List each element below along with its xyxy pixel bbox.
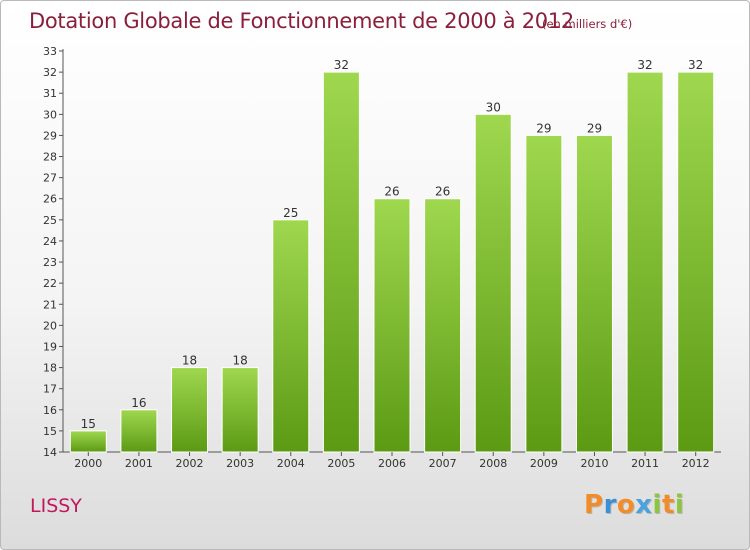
bar-value-label: 18 [182,354,197,368]
logo-letter: t [661,490,675,520]
bar [677,71,715,453]
y-tick-label: 27 [43,172,57,185]
y-tick-label: 23 [43,256,57,269]
y-tick-label: 25 [43,214,57,227]
y-tick-label: 32 [43,66,57,79]
chart-title: Dotation Globale de Fonctionnement de 20… [29,9,574,33]
bar-value-label: 32 [334,58,349,72]
bar [525,134,563,453]
bar [69,430,107,453]
bar-value-label: 26 [384,185,399,199]
bar-value-label: 32 [637,58,652,72]
y-tick-label: 29 [43,129,57,142]
commune-name: LISSY [30,495,82,517]
y-tick-label: 33 [43,45,57,58]
x-tick-label: 2008 [479,457,507,470]
y-tick-label: 31 [43,87,57,100]
bar-value-label: 30 [486,100,501,114]
bar [424,198,462,453]
logo-letter: r [603,490,617,520]
bar-value-label: 25 [283,206,298,220]
y-tick-label: 19 [43,340,57,353]
bar [322,71,360,453]
y-tick-label: 17 [43,383,57,396]
x-tick-label: 2005 [327,457,355,470]
bar [171,367,209,453]
y-tick-label: 26 [43,193,57,206]
logo-letter: i [674,490,685,520]
y-tick-label: 15 [43,425,57,438]
y-tick-label: 30 [43,108,57,121]
bar [221,367,259,453]
x-tick-label: 2011 [631,457,659,470]
x-tick-label: 2007 [429,457,457,470]
bar [626,71,664,453]
y-tick-label: 28 [43,151,57,164]
proxiti-logo[interactable]: Proxiti [584,490,684,520]
y-tick-label: 24 [43,235,57,248]
bar-value-label: 26 [435,185,450,199]
x-tick-label: 2012 [682,457,710,470]
y-tick-label: 20 [43,319,57,332]
bar-value-label: 29 [587,121,602,135]
bar-value-label: 16 [131,396,146,410]
logo-letter: i [652,490,662,520]
chart-subtitle: (en milliers d'€) [542,17,633,31]
x-tick-label: 2000 [74,457,102,470]
x-tick-label: 2002 [176,457,204,470]
bar-value-label: 18 [233,354,248,368]
x-tick-label: 2009 [530,457,558,470]
x-tick-label: 2003 [226,457,254,470]
logo-letter: o [616,490,636,520]
x-tick-label: 2001 [125,457,153,470]
x-tick-label: 2010 [580,457,608,470]
x-tick-label: 2006 [378,457,406,470]
bar-value-label: 29 [536,121,551,135]
logo-letter: P [584,490,604,520]
bar [474,113,512,453]
bar [120,409,158,453]
x-tick-label: 2004 [277,457,305,470]
y-tick-label: 14 [43,446,57,459]
bar [575,134,613,453]
logo-letter: x [635,490,653,520]
bar-value-label: 32 [688,58,703,72]
bar [373,198,411,453]
bar-value-label: 15 [81,417,96,431]
y-tick-label: 22 [43,277,57,290]
bar [272,219,310,453]
y-tick-label: 21 [43,298,57,311]
y-tick-label: 16 [43,404,57,417]
y-tick-label: 18 [43,362,57,375]
